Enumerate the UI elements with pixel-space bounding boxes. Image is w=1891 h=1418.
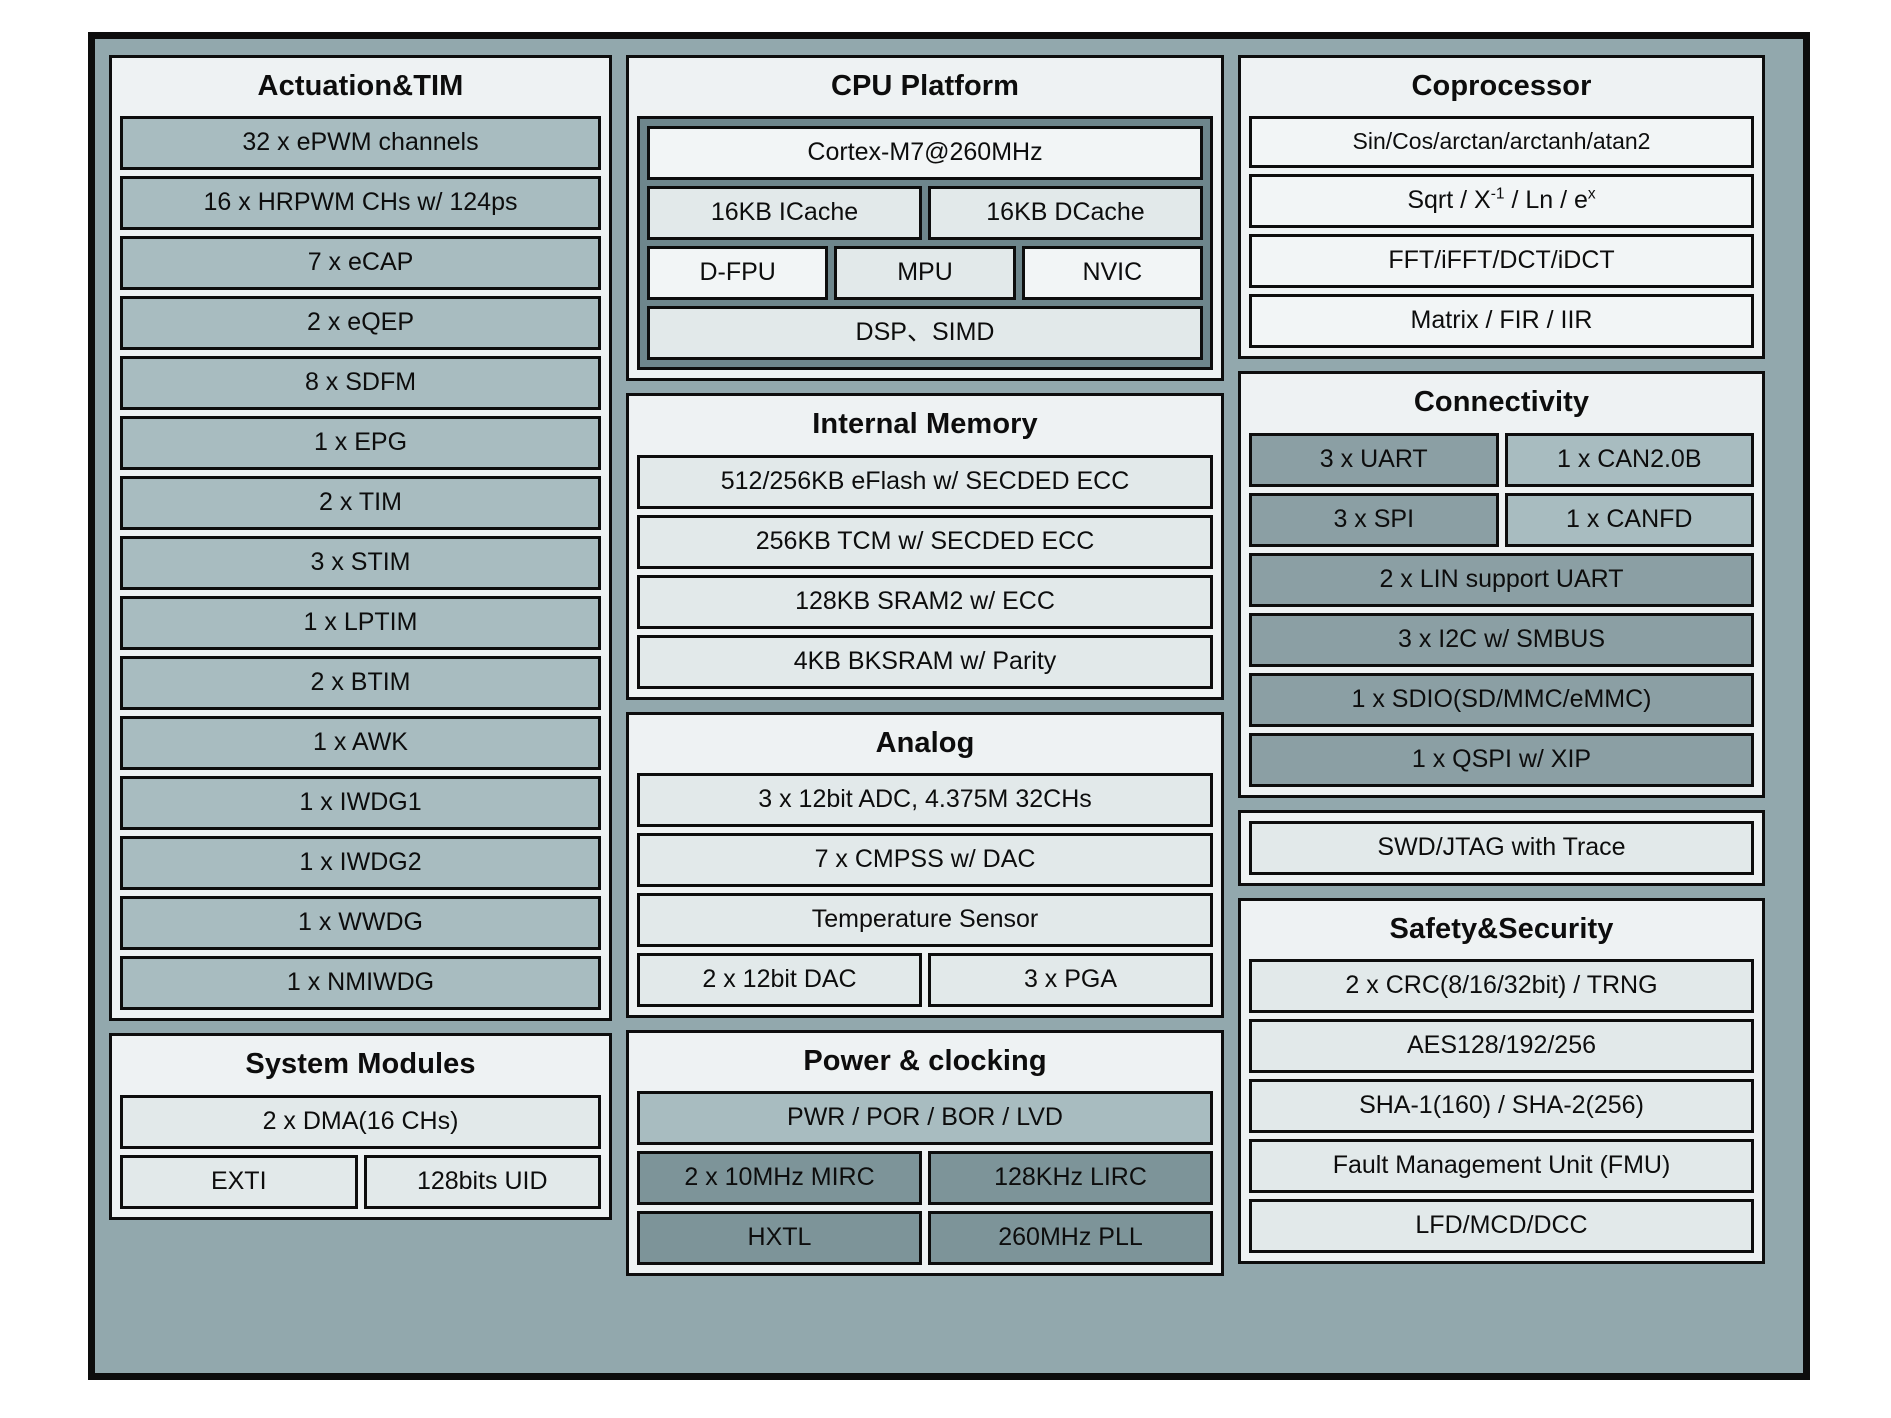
cell-dsp-simd[interactable]: DSP、SIMD bbox=[647, 306, 1203, 361]
panel-analog: Analog 3 x 12bit ADC, 4.375M 32CHs 7 x C… bbox=[626, 711, 1224, 1018]
right-column: Coprocessor Sin/Cos/arctan/arctanh/atan2… bbox=[1238, 55, 1765, 1264]
cell-temperature-sensor[interactable]: Temperature Sensor bbox=[637, 892, 1213, 947]
cell-pll[interactable]: 260MHz PLL bbox=[928, 1211, 1213, 1265]
cell-can20b[interactable]: 1 x CAN2.0B bbox=[1504, 432, 1754, 487]
panel-title-power-clocking: Power & clocking bbox=[803, 1044, 1047, 1077]
cpu-core-box: Cortex-M7@260MHz 16KB ICache 16KB DCache… bbox=[637, 116, 1213, 371]
cell-dfpu[interactable]: D-FPU bbox=[647, 246, 829, 301]
cell-qspi[interactable]: 1 x QSPI w/ XIP bbox=[1249, 732, 1754, 787]
cell-dac[interactable]: 2 x 12bit DAC bbox=[637, 952, 922, 1007]
panel-title-connectivity: Connectivity bbox=[1413, 386, 1590, 419]
cell-pwr-por-bor-lvd[interactable]: PWR / POR / BOR / LVD bbox=[637, 1091, 1213, 1145]
cell-exti[interactable]: EXTI bbox=[120, 1154, 358, 1209]
cell-aes[interactable]: AES128/192/256 bbox=[1249, 1018, 1754, 1073]
cell-swd-jtag[interactable]: SWD/JTAG with Trace bbox=[1249, 820, 1754, 875]
chip-inner-layout: Actuation&TIM 32 x ePWM channels 16 x HR… bbox=[109, 55, 1789, 1357]
cell-hxtl[interactable]: HXTL bbox=[637, 1211, 922, 1265]
panel-coprocessor: Coprocessor Sin/Cos/arctan/arctanh/atan2… bbox=[1238, 55, 1765, 360]
cell-dcache[interactable]: 16KB DCache bbox=[928, 186, 1203, 241]
row-spi-canfd: 3 x SPI 1 x CANFD bbox=[1249, 492, 1754, 547]
cell-stim[interactable]: 3 x STIM bbox=[120, 536, 601, 591]
cell-lfd-mcd-dcc[interactable]: LFD/MCD/DCC bbox=[1249, 1198, 1754, 1253]
cell-sdio[interactable]: 1 x SDIO(SD/MMC/eMMC) bbox=[1249, 672, 1754, 727]
cell-spi[interactable]: 3 x SPI bbox=[1249, 492, 1499, 547]
cell-epwm-channels[interactable]: 32 x ePWM channels bbox=[120, 116, 601, 171]
panel-cpu-platform: CPU Platform Cortex-M7@260MHz 16KB ICach… bbox=[626, 55, 1224, 382]
cell-i2c[interactable]: 3 x I2C w/ SMBUS bbox=[1249, 612, 1754, 667]
left-column: Actuation&TIM 32 x ePWM channels 16 x HR… bbox=[109, 55, 612, 1220]
panel-power-clocking: Power & clocking PWR / POR / BOR / LVD 2… bbox=[626, 1029, 1224, 1276]
cell-epg[interactable]: 1 x EPG bbox=[120, 416, 601, 471]
sqrt-sup-x: x bbox=[1587, 185, 1596, 203]
panel-title-analog: Analog bbox=[875, 726, 975, 759]
row-hxtl-pll: HXTL 260MHz PLL bbox=[637, 1211, 1213, 1265]
cell-sdfm[interactable]: 8 x SDFM bbox=[120, 356, 601, 411]
cell-sqrt-inv-ln-exp[interactable]: Sqrt / X-1 / Ln / ex bbox=[1249, 174, 1754, 229]
cell-lin[interactable]: 2 x LIN support UART bbox=[1249, 552, 1754, 607]
cell-eqep[interactable]: 2 x eQEP bbox=[120, 296, 601, 351]
row-caches: 16KB ICache 16KB DCache bbox=[647, 186, 1203, 241]
cell-nvic[interactable]: NVIC bbox=[1021, 246, 1203, 301]
panel-title-coprocessor: Coprocessor bbox=[1411, 70, 1592, 102]
cell-trig-functions[interactable]: Sin/Cos/arctan/arctanh/atan2 bbox=[1249, 116, 1754, 169]
panel-title-cpu-platform: CPU Platform bbox=[830, 70, 1020, 102]
cell-dma[interactable]: 2 x DMA(16 CHs) bbox=[120, 1094, 601, 1149]
panel-system-modules: System Modules 2 x DMA(16 CHs) EXTI 128b… bbox=[109, 1033, 612, 1220]
cell-icache[interactable]: 16KB ICache bbox=[647, 186, 922, 241]
sqrt-sup-inverse: -1 bbox=[1490, 185, 1505, 203]
cell-cortex-m7[interactable]: Cortex-M7@260MHz bbox=[647, 126, 1203, 181]
cell-mpu[interactable]: MPU bbox=[834, 246, 1016, 301]
cell-adc[interactable]: 3 x 12bit ADC, 4.375M 32CHs bbox=[637, 772, 1213, 827]
cell-crc-trng[interactable]: 2 x CRC(8/16/32bit) / TRNG bbox=[1249, 958, 1754, 1013]
cell-cmpss[interactable]: 7 x CMPSS w/ DAC bbox=[637, 832, 1213, 887]
panel-safety-security: Safety&Security 2 x CRC(8/16/32bit) / TR… bbox=[1238, 897, 1765, 1264]
cell-tim[interactable]: 2 x TIM bbox=[120, 476, 601, 531]
row-dac-pga: 2 x 12bit DAC 3 x PGA bbox=[637, 952, 1213, 1007]
cell-nmiwdg[interactable]: 1 x NMIWDG bbox=[120, 956, 601, 1011]
row-dfpu-mpu-nvic: D-FPU MPU NVIC bbox=[647, 246, 1203, 301]
cell-fmu[interactable]: Fault Management Unit (FMU) bbox=[1249, 1138, 1754, 1193]
row-mirc-lirc: 2 x 10MHz MIRC 128KHz LIRC bbox=[637, 1151, 1213, 1205]
cell-bksram[interactable]: 4KB BKSRAM w/ Parity bbox=[637, 634, 1213, 689]
mid-column: CPU Platform Cortex-M7@260MHz 16KB ICach… bbox=[626, 55, 1224, 1276]
panel-title-actuation-tim: Actuation&TIM bbox=[257, 70, 464, 102]
panel-internal-memory: Internal Memory 512/256KB eFlash w/ SECD… bbox=[626, 393, 1224, 700]
row-uart-can: 3 x UART 1 x CAN2.0B bbox=[1249, 432, 1754, 487]
cell-uid[interactable]: 128bits UID bbox=[363, 1154, 601, 1209]
cell-hrpwm-chs[interactable]: 16 x HRPWM CHs w/ 124ps bbox=[120, 176, 601, 231]
cell-pga[interactable]: 3 x PGA bbox=[928, 952, 1213, 1007]
cell-matrix-fir-iir[interactable]: Matrix / FIR / IIR bbox=[1249, 294, 1754, 349]
panel-title-internal-memory: Internal Memory bbox=[812, 408, 1038, 441]
cell-sram2[interactable]: 128KB SRAM2 w/ ECC bbox=[637, 574, 1213, 629]
panel-connectivity: Connectivity 3 x UART 1 x CAN2.0B 3 x SP… bbox=[1238, 371, 1765, 798]
sqrt-middle: / Ln / e bbox=[1504, 186, 1588, 215]
cell-wwdg[interactable]: 1 x WWDG bbox=[120, 896, 601, 951]
panel-actuation-tim: Actuation&TIM 32 x ePWM channels 16 x HR… bbox=[109, 55, 612, 1022]
cell-awk[interactable]: 1 x AWK bbox=[120, 716, 601, 771]
cell-mirc[interactable]: 2 x 10MHz MIRC bbox=[637, 1151, 922, 1205]
cell-lirc[interactable]: 128KHz LIRC bbox=[928, 1151, 1213, 1205]
sqrt-prefix: Sqrt / X bbox=[1407, 186, 1491, 215]
cell-iwdg1[interactable]: 1 x IWDG1 bbox=[120, 776, 601, 831]
cell-lptim[interactable]: 1 x LPTIM bbox=[120, 596, 601, 651]
cell-eflash[interactable]: 512/256KB eFlash w/ SECDED ECC bbox=[637, 454, 1213, 509]
chip-outer-frame: Actuation&TIM 32 x ePWM channels 16 x HR… bbox=[88, 32, 1810, 1380]
cell-sha[interactable]: SHA-1(160) / SHA-2(256) bbox=[1249, 1078, 1754, 1133]
cell-uart[interactable]: 3 x UART bbox=[1249, 432, 1499, 487]
row-exti-uid: EXTI 128bits UID bbox=[120, 1154, 601, 1209]
panel-title-system-modules: System Modules bbox=[245, 1048, 476, 1081]
cell-iwdg2[interactable]: 1 x IWDG2 bbox=[120, 836, 601, 891]
cell-fft-dct[interactable]: FFT/iFFT/DCT/iDCT bbox=[1249, 234, 1754, 289]
panel-debug: SWD/JTAG with Trace bbox=[1238, 809, 1765, 886]
cell-canfd[interactable]: 1 x CANFD bbox=[1504, 492, 1754, 547]
cell-ecap[interactable]: 7 x eCAP bbox=[120, 236, 601, 291]
panel-title-safety-security: Safety&Security bbox=[1389, 912, 1614, 945]
cell-btim[interactable]: 2 x BTIM bbox=[120, 656, 601, 711]
cell-tcm[interactable]: 256KB TCM w/ SECDED ECC bbox=[637, 514, 1213, 569]
